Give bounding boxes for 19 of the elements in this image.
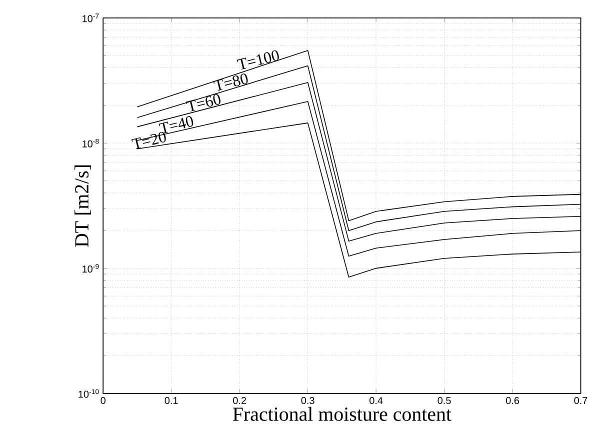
x-tick-label: 0.5 (438, 396, 451, 404)
x-tick-label: 0 (100, 396, 106, 404)
text: T=40 (158, 116, 194, 134)
x-tick-label: 0.6 (506, 396, 520, 404)
text: T=80 (213, 73, 248, 91)
y-tick-label: 10$^{-8}$ (82, 138, 99, 148)
x-tick-label: 0.2 (233, 396, 246, 404)
y-axis-title: DT [m2/s] (74, 165, 92, 247)
x-tick-label: 0.4 (370, 396, 383, 404)
x-tick-label: 0.1 (164, 396, 178, 404)
text: T=60 (186, 94, 220, 112)
y-tick-label: 10$^{-10}$ (78, 389, 99, 398)
text: T=100 (236, 50, 279, 70)
y-tick-label: 10$^{-7}$ (82, 14, 99, 22)
x-tick-label: 0.7 (574, 396, 588, 404)
x-tick-label: 0.3 (301, 396, 314, 404)
text: T=20 (131, 132, 166, 149)
y-tick-label: 10$^{-9}$ (82, 264, 99, 272)
x-axis-title: Fractional moisture content (232, 406, 452, 421)
